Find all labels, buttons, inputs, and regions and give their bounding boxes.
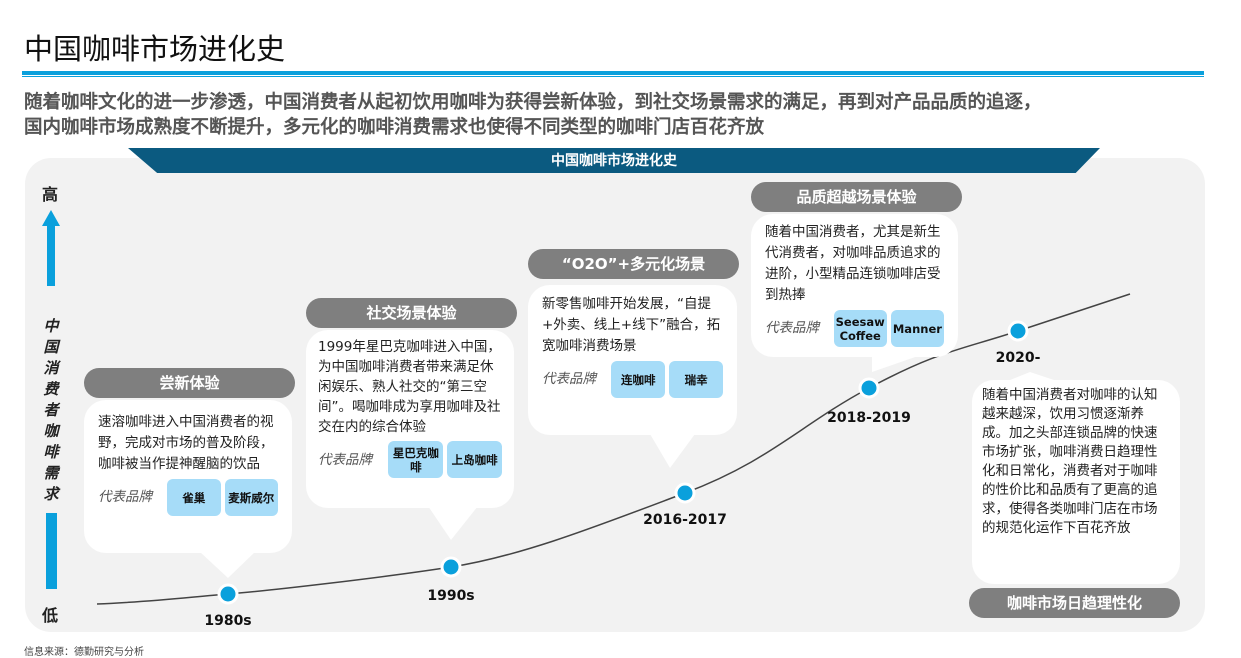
timeline-dot: [674, 482, 696, 504]
year-label: 2020-: [995, 350, 1041, 366]
axis-label: 中国消费者咖啡需求: [43, 317, 59, 503]
brand-chip: 上岛咖啡: [447, 441, 502, 478]
brand-chip: Manner: [890, 310, 944, 347]
stage-text: 速溶咖啡进入中国消费者的视野，完成对市场的普及阶段，咖啡被当作提神醒脑的饮品: [98, 414, 274, 472]
stage-card: 1999年星巴克咖啡进入中国，为中国咖啡消费者带来满足休闲娱乐、熟人社交的“第三…: [306, 330, 514, 508]
stage-card: 速溶咖啡进入中国消费者的视野，完成对市场的普及阶段，咖啡被当作提神醒脑的饮品 代…: [84, 400, 292, 553]
year-label: 1990s: [427, 588, 475, 604]
brand-chip: 星巴克咖啡: [388, 441, 444, 478]
card-pointer: [1005, 372, 1060, 382]
axis-low-label: 低: [42, 606, 59, 625]
stage-text: 随着中国消费者对咖啡的认知越来越深，饮用习惯逐渐养成。加之头部连锁品牌的快速市场…: [982, 387, 1158, 536]
brand-chip: 连咖啡: [611, 361, 666, 398]
subtitle-line-2: 国内咖啡市场成熟度不断提升，多元化的咖啡消费需求也使得不同类型的咖啡门店百花齐放: [24, 117, 765, 138]
stage-title: 品质超越场景体验: [751, 182, 962, 212]
title-rule-thin: [22, 76, 1204, 77]
timeline-dot: [217, 583, 239, 605]
stage-card: 随着中国消费者，尤其是新生代消费者，对咖啡品质追求的进阶，小型精品连锁咖啡店受到…: [751, 214, 958, 357]
high-arrow-icon: [42, 210, 60, 286]
axis-high-label: 高: [42, 185, 59, 204]
brand-label: 代表品牌: [318, 451, 372, 468]
timeline-dot: [1007, 320, 1029, 342]
stage-text: 随着中国消费者，尤其是新生代消费者，对咖啡品质追求的进阶，小型精品连锁咖啡店受到…: [765, 224, 941, 303]
stage-title: 社交场景体验: [306, 298, 517, 328]
source-note: 信息来源：德勤研究与分析: [24, 647, 144, 658]
card-pointer: [200, 552, 255, 578]
card-pointer: [872, 356, 918, 372]
title-rule: [22, 71, 1204, 75]
brand-label: 代表品牌: [542, 371, 596, 387]
stage-card: 随着中国消费者对咖啡的认知越来越深，饮用习惯逐渐养成。加之头部连锁品牌的快速市场…: [972, 380, 1180, 584]
year-label: 1980s: [204, 613, 252, 629]
brand-chip: Seesaw Coffee: [833, 310, 887, 347]
stage-title: 尝新体验: [84, 368, 295, 398]
card-pointer: [428, 506, 478, 540]
page-title: 中国咖啡市场进化史: [24, 32, 286, 66]
stage-text: 新零售咖啡开始发展，“自提+外卖、线上+线下”融合，拓宽咖啡消费场景: [542, 296, 721, 354]
brand-chip: 瑞幸: [669, 361, 724, 398]
low-bar: [46, 513, 57, 589]
stage-title: “O2O”+多元化场景: [528, 249, 739, 279]
subtitle-line-1: 随着咖啡文化的进一步渗透，中国消费者从起初饮用咖啡为获得尝新体验，到社交场景需求…: [24, 92, 1042, 113]
banner-title: 中国咖啡市场进化史: [551, 153, 677, 169]
banner: [128, 148, 1100, 173]
year-label: 2018-2019: [827, 410, 911, 426]
year-label: 2016-2017: [643, 512, 727, 528]
timeline-dot: [440, 556, 462, 578]
stage-text: 1999年星巴克咖啡进入中国，为中国咖啡消费者带来满足休闲娱乐、熟人社交的“第三…: [318, 339, 501, 435]
stage-title: 咖啡市场日趋理性化: [969, 588, 1180, 618]
brand-chip: 雀巢: [166, 479, 221, 516]
brand-chip: 麦斯威尔: [224, 479, 279, 516]
card-pointer: [650, 434, 695, 468]
stage-card: 新零售咖啡开始发展，“自提+外卖、线上+线下”融合，拓宽咖啡消费场景 代表品牌 …: [528, 285, 737, 435]
brand-label: 代表品牌: [765, 320, 819, 336]
timeline-dot: [858, 377, 880, 399]
brand-label: 代表品牌: [98, 489, 152, 505]
